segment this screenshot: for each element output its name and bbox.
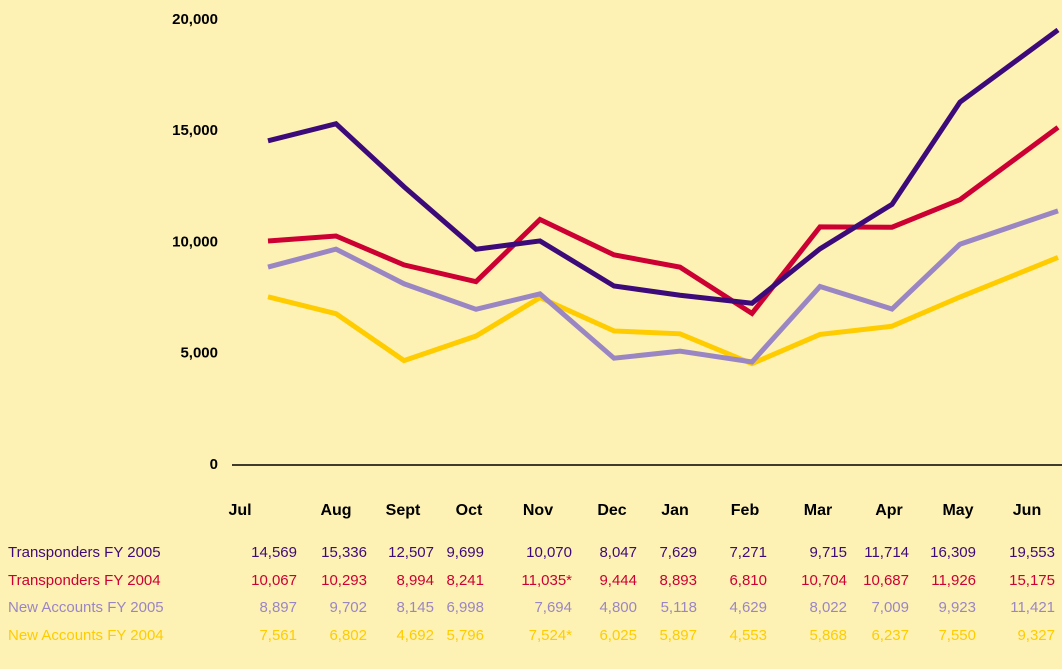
- table-value: 6,810: [729, 572, 767, 589]
- table-value: 11,421: [1010, 599, 1055, 616]
- table-value: 5,796: [446, 627, 484, 644]
- series-line: [267, 255, 1059, 367]
- table-value: 5,868: [809, 627, 847, 644]
- column-header: Oct: [456, 502, 483, 519]
- y-tick-label: 10,000: [172, 233, 218, 250]
- row-label: New Accounts FY 2005: [8, 599, 164, 616]
- column-header: May: [942, 502, 973, 519]
- table-value: 5,897: [659, 627, 697, 644]
- column-header: Jul: [228, 502, 251, 519]
- series-line: [267, 208, 1059, 365]
- column-header: Nov: [523, 502, 553, 519]
- table-value: 7,550: [938, 627, 976, 644]
- table-value: 7,009: [871, 599, 909, 616]
- table-value: 8,145: [396, 599, 434, 616]
- column-header: Jun: [1013, 502, 1041, 519]
- table-value: 9,327: [1017, 627, 1055, 644]
- column-header: Feb: [731, 502, 760, 519]
- column-header: Aug: [320, 502, 351, 519]
- table-value: 7,629: [659, 544, 697, 561]
- table-value: 11,714: [864, 544, 909, 561]
- table-value: 10,067: [251, 572, 297, 589]
- y-tick-label: 5,000: [180, 345, 218, 362]
- table-value: 11,035*: [521, 572, 572, 589]
- table-value: 6,802: [329, 627, 367, 644]
- table-value: 7,524*: [529, 627, 573, 644]
- table-value: 9,699: [446, 544, 484, 561]
- table-value: 11,926: [931, 572, 976, 589]
- column-header: Jan: [661, 502, 689, 519]
- table-value: 15,175: [1009, 572, 1055, 589]
- row-label: Transponders FY 2004: [8, 572, 161, 589]
- table-value: 7,271: [729, 544, 767, 561]
- y-tick-label: 0: [210, 456, 218, 473]
- table-value: 8,241: [446, 572, 484, 589]
- table-value: 8,047: [599, 544, 637, 561]
- table-value: 9,923: [938, 599, 976, 616]
- row-label: New Accounts FY 2004: [8, 627, 164, 644]
- table-value: 7,694: [534, 599, 572, 616]
- table-value: 5,118: [661, 599, 697, 616]
- row-label: Transponders FY 2005: [8, 544, 161, 561]
- table-value: 4,553: [729, 627, 767, 644]
- column-header: Sept: [386, 502, 421, 519]
- column-header: Dec: [597, 502, 626, 519]
- table-value: 4,800: [599, 599, 637, 616]
- table-value: 7,561: [259, 627, 297, 644]
- column-header: Mar: [804, 502, 832, 519]
- table-value: 8,897: [259, 599, 297, 616]
- column-header: Apr: [875, 502, 903, 519]
- table-value: 19,553: [1009, 544, 1055, 561]
- table-value: 9,702: [329, 599, 367, 616]
- y-tick-label: 20,000: [172, 11, 218, 28]
- table-value: 9,444: [599, 572, 637, 589]
- table-value: 15,336: [321, 544, 367, 561]
- table-value: 4,629: [729, 599, 767, 616]
- table-value: 9,715: [809, 544, 847, 561]
- table-value: 8,893: [659, 572, 697, 589]
- table-value: 16,309: [930, 544, 976, 561]
- table-value: 14,569: [251, 544, 297, 561]
- table-value: 12,507: [388, 544, 434, 561]
- table-value: 6,025: [599, 627, 637, 644]
- table-value: 8,022: [809, 599, 847, 616]
- table-value: 6,998: [446, 599, 484, 616]
- table-value: 6,237: [871, 627, 909, 644]
- table-value: 4,692: [396, 627, 434, 644]
- table-value: 10,704: [801, 572, 847, 589]
- table-value: 10,687: [863, 572, 909, 589]
- y-tick-label: 15,000: [172, 122, 218, 139]
- table-value: 10,293: [321, 572, 367, 589]
- table-value: 10,070: [526, 544, 572, 561]
- series-line: [267, 27, 1060, 306]
- table-value: 8,994: [396, 572, 434, 589]
- series-line: [267, 125, 1060, 317]
